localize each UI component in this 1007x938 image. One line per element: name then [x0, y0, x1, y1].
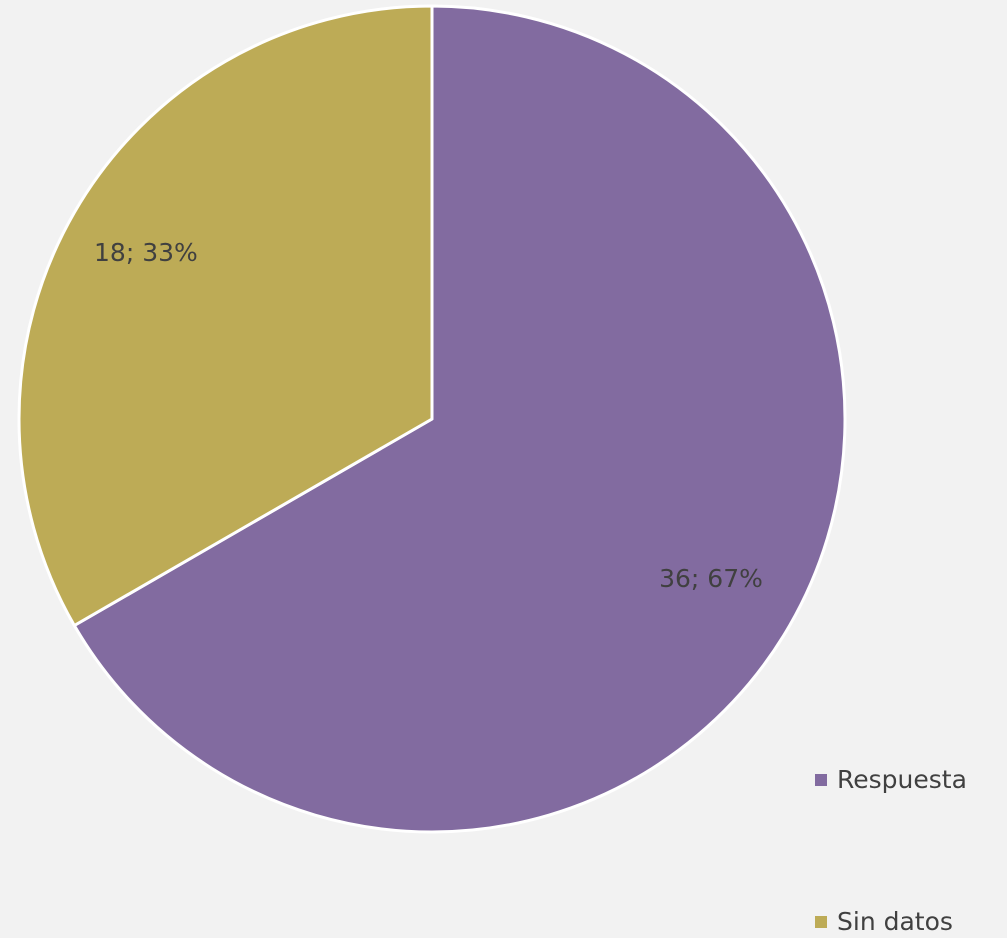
pie-slices — [17, 4, 847, 834]
pie-slice-sin-datos — [17, 4, 434, 627]
data-label-sin-datos: 18; 33% — [94, 238, 198, 267]
legend-item-sin-datos: Sin datos — [815, 906, 953, 938]
legend-item-respuesta: Respuesta — [815, 764, 967, 796]
pie-slice-respuesta — [72, 4, 847, 834]
legend-label-sin-datos: Sin datos — [837, 907, 953, 936]
legend-swatch-sin-datos — [815, 916, 827, 928]
data-label-respuesta: 36; 67% — [659, 564, 763, 593]
legend-swatch-respuesta — [815, 774, 827, 786]
chart-legend: Respuesta Sin datos — [815, 760, 1005, 937]
legend-label-respuesta: Respuesta — [837, 765, 967, 794]
pie-data-labels: 36; 67% 18; 33% — [94, 238, 763, 593]
